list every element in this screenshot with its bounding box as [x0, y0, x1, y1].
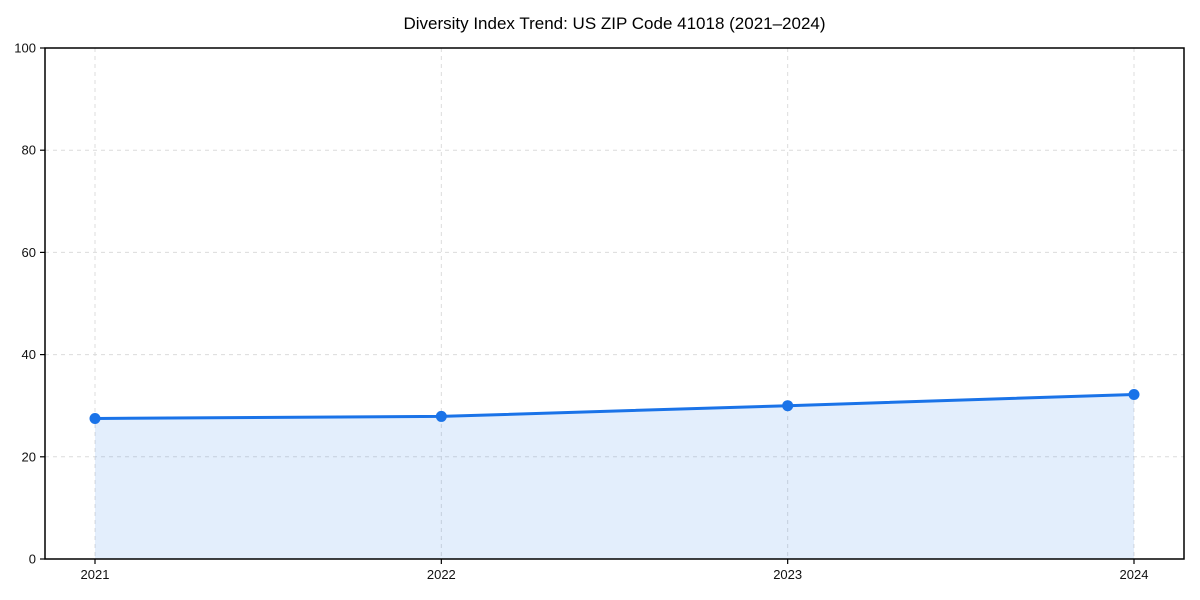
- chart-title: Diversity Index Trend: US ZIP Code 41018…: [403, 14, 826, 33]
- trend-line: [93, 392, 1136, 420]
- y-tick-label: 40: [22, 347, 36, 362]
- data-point-2022: [435, 410, 447, 422]
- x-tick-label: 2021: [81, 567, 110, 582]
- data-point-2023: [782, 400, 794, 412]
- y-tick-label: 20: [22, 449, 36, 464]
- y-tick-label: 80: [22, 143, 36, 158]
- plot-border: [44, 47, 1185, 560]
- y-tick-label: 100: [14, 41, 36, 56]
- data-point-2021: [89, 412, 101, 424]
- area-fill: [95, 394, 1134, 559]
- data-point-2024: [1128, 388, 1140, 400]
- y-tick-label: 60: [22, 245, 36, 260]
- x-tick-label: 2023: [773, 567, 802, 582]
- x-tick-label: 2022: [427, 567, 456, 582]
- x-tick-label: 2024: [1120, 567, 1149, 582]
- y-tick-label: 0: [29, 552, 36, 567]
